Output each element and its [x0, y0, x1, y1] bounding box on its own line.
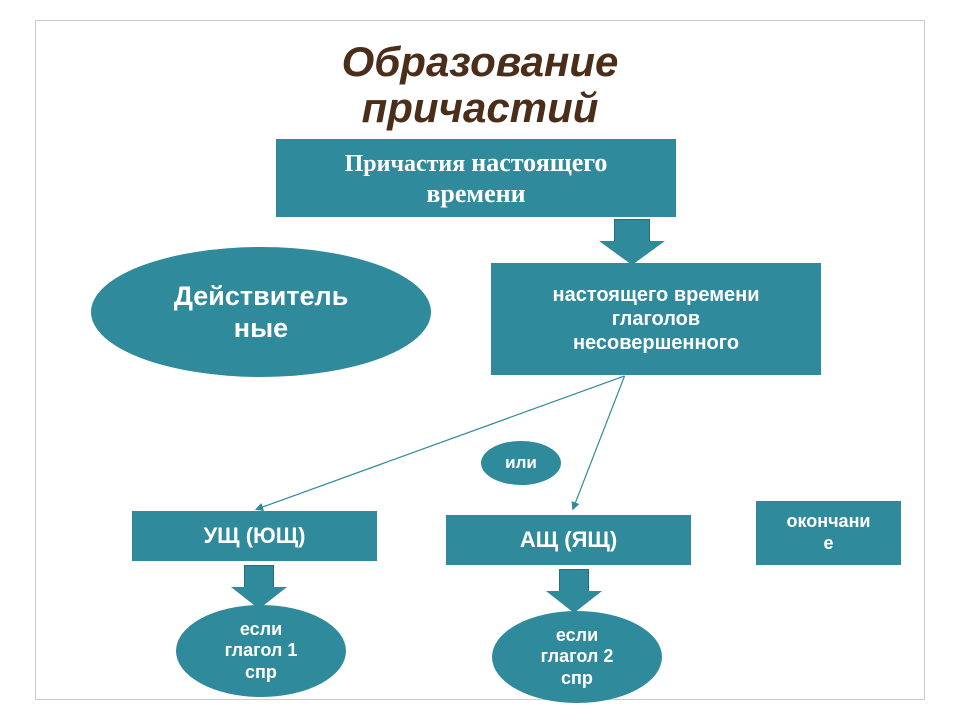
main-ellipse: Действитель ные — [91, 247, 431, 377]
right-box-l1: настоящего времени — [553, 284, 760, 306]
left-suffix-text: УЩ (ЮЩ) — [204, 523, 306, 549]
or-ellipse: или — [481, 441, 561, 485]
br-l3: спр — [561, 668, 593, 688]
ending-box: окончани е — [756, 501, 901, 565]
main-ellipse-l1: Действитель — [174, 281, 349, 311]
title-line2: причастий — [362, 84, 599, 131]
br-l2: глагол 2 — [541, 646, 614, 666]
slide-canvas: Образование причастий Причастия настояще… — [35, 20, 925, 700]
or-text: или — [505, 453, 537, 473]
right-box: настоящего времени глаголов несовершенно… — [491, 263, 821, 375]
br-l1: если — [556, 625, 598, 645]
slide-title: Образование причастий — [36, 39, 924, 131]
main-ellipse-l2: ные — [234, 313, 288, 343]
right-suffix-text: АЩ (ЯЩ) — [520, 527, 617, 553]
bl-l2: глагол 1 — [225, 640, 298, 660]
top-box-main: Причастия — [345, 151, 472, 177]
right-box-l3: несовершенного — [573, 332, 739, 354]
bottom-left-ellipse: если глагол 1 спр — [176, 605, 346, 697]
right-suffix-box: АЩ (ЯЩ) — [446, 515, 691, 565]
bl-l3: спр — [245, 662, 277, 682]
top-box-accent2: времени — [426, 179, 525, 208]
ending-l2: окончани — [786, 511, 870, 531]
bottom-right-ellipse: если глагол 2 спр — [492, 611, 662, 703]
top-box-accent1: настоящего — [471, 148, 607, 177]
left-suffix-box: УЩ (ЮЩ) — [132, 511, 377, 561]
top-box: Причастия настоящего времени — [276, 139, 676, 217]
ending-l3: е — [823, 533, 833, 553]
right-box-l2: глаголов — [612, 308, 700, 330]
bl-l1: если — [240, 619, 282, 639]
title-line1: Образование — [342, 38, 619, 85]
